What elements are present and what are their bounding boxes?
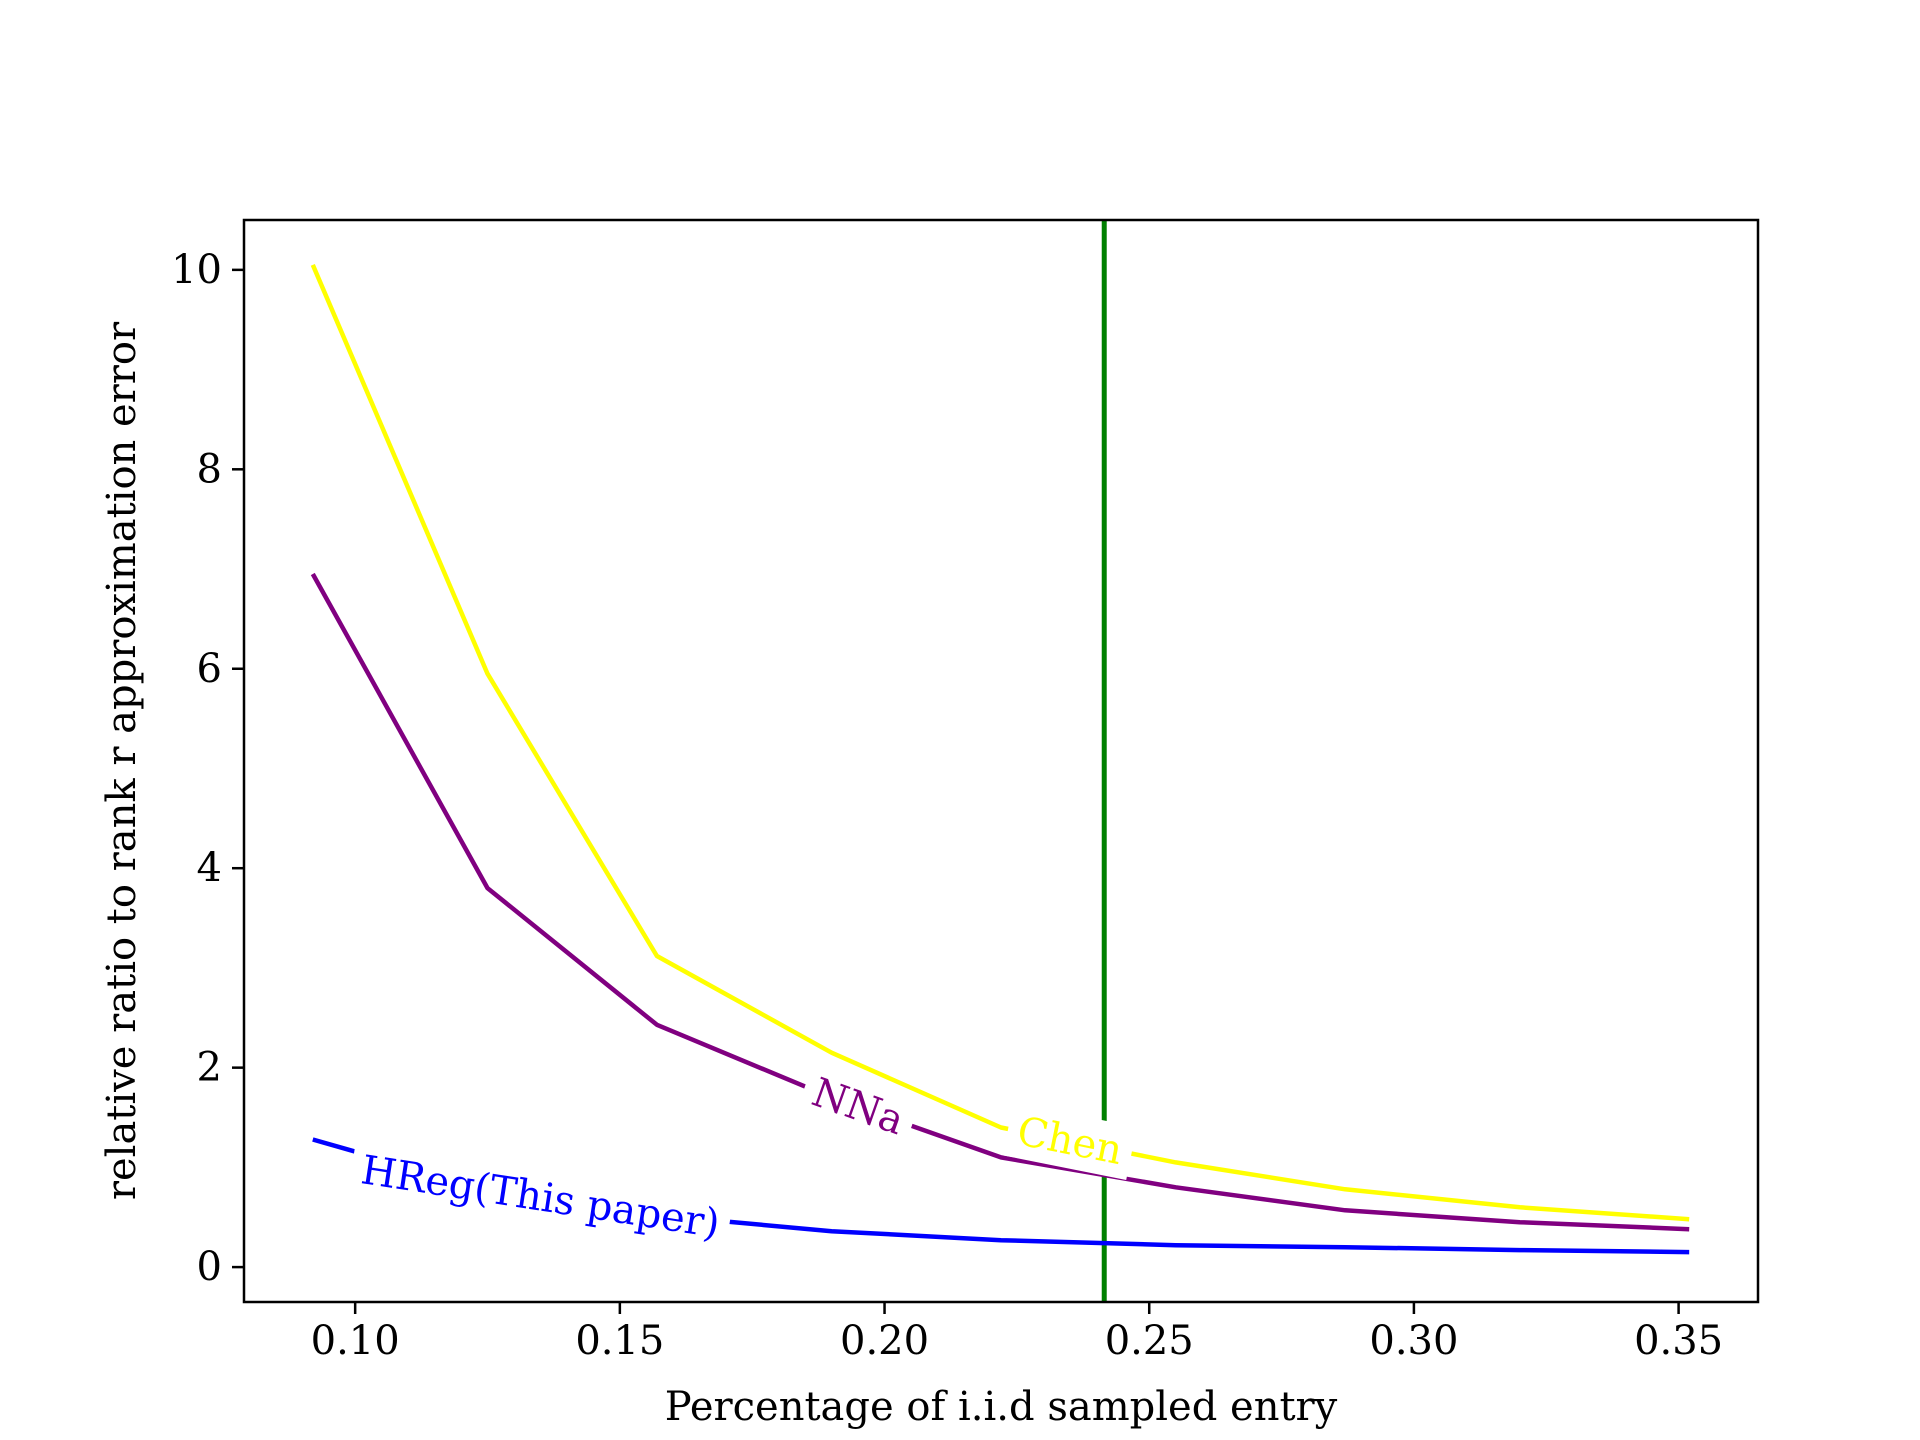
- x-axis-label: Percentage of i.i.d sampled entry: [665, 1384, 1338, 1430]
- y-tick-label: 6: [197, 646, 222, 692]
- y-axis-label: relative ratio to rank r approximation e…: [99, 321, 145, 1200]
- y-tick-label: 8: [197, 446, 222, 492]
- x-tick-label: 0.10: [311, 1318, 400, 1364]
- x-tick-label: 0.20: [840, 1318, 929, 1364]
- inline-label-bg: [347, 1141, 734, 1253]
- y-tick-label: 10: [171, 247, 222, 293]
- inline-label-bg: [1002, 1102, 1137, 1181]
- x-tick-label: 0.15: [575, 1318, 664, 1364]
- y-axis: 0 2 4 6 8 10: [171, 247, 244, 1290]
- y-tick-label: 2: [197, 1045, 222, 1091]
- x-axis: 0.10 0.15 0.20 0.25 0.30 0.35: [311, 1302, 1723, 1364]
- y-tick-label: 4: [197, 845, 222, 891]
- series-line-nna: [310, 572, 1690, 1232]
- plot-frame: [242, 218, 1760, 1304]
- inline-label-bg: [795, 1062, 921, 1152]
- series-line-chen: [310, 264, 1690, 1222]
- x-tick-label: 0.25: [1105, 1318, 1194, 1364]
- inline-label-group-chen: Chen: [1002, 1102, 1137, 1181]
- y-tick-label: 0: [197, 1244, 222, 1290]
- x-tick-label: 0.35: [1634, 1318, 1723, 1364]
- x-tick-label: 0.30: [1369, 1318, 1458, 1364]
